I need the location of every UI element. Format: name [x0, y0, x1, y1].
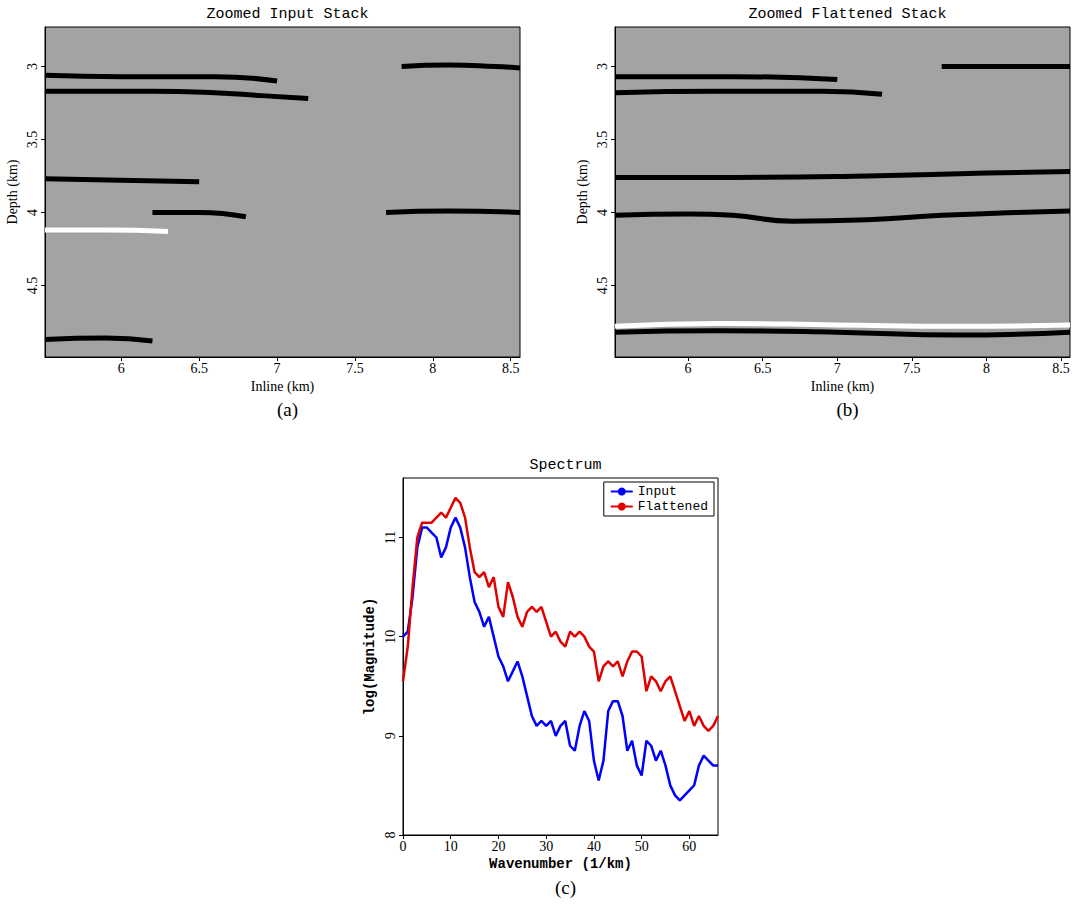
svg-text:Depth (km): Depth (km): [5, 159, 21, 224]
svg-text:4: 4: [595, 209, 610, 216]
svg-text:3: 3: [25, 63, 40, 70]
svg-text:log(Magnitude): log(Magnitude): [362, 598, 378, 716]
svg-text:8: 8: [383, 832, 398, 839]
svg-text:50: 50: [635, 839, 649, 854]
svg-text:Flattened: Flattened: [638, 499, 708, 514]
svg-text:60: 60: [682, 839, 696, 854]
svg-text:Spectrum: Spectrum: [529, 457, 601, 474]
svg-text:30: 30: [539, 839, 553, 854]
svg-text:8: 8: [983, 361, 990, 376]
svg-text:10: 10: [383, 630, 398, 644]
svg-text:7.5: 7.5: [346, 361, 364, 376]
svg-text:7: 7: [274, 361, 281, 376]
svg-text:0: 0: [400, 839, 407, 854]
svg-text:10: 10: [444, 839, 458, 854]
svg-text:8: 8: [429, 361, 436, 376]
svg-text:(a): (a): [277, 399, 298, 421]
svg-text:6: 6: [685, 361, 692, 376]
svg-text:3: 3: [595, 63, 610, 70]
svg-text:9: 9: [383, 732, 398, 739]
svg-text:Inline (km): Inline (km): [251, 379, 315, 395]
svg-text:6: 6: [118, 361, 125, 376]
svg-text:11: 11: [383, 531, 398, 544]
svg-text:40: 40: [587, 839, 601, 854]
svg-text:(b): (b): [836, 399, 858, 421]
svg-text:(c): (c): [555, 877, 576, 899]
svg-text:Zoomed Input Stack: Zoomed Input Stack: [206, 6, 368, 23]
svg-text:7: 7: [834, 361, 841, 376]
svg-text:3.5: 3.5: [595, 131, 610, 149]
svg-text:4: 4: [25, 209, 40, 216]
svg-text:Depth (km): Depth (km): [575, 159, 591, 224]
svg-text:8.5: 8.5: [1052, 361, 1070, 376]
svg-text:8.5: 8.5: [502, 361, 520, 376]
svg-text:Inline (km): Inline (km): [811, 379, 875, 395]
svg-text:Zoomed Flattened Stack: Zoomed Flattened Stack: [748, 6, 946, 23]
svg-text:7.5: 7.5: [903, 361, 921, 376]
svg-text:4.5: 4.5: [25, 277, 40, 295]
svg-text:20: 20: [491, 839, 505, 854]
svg-text:6.5: 6.5: [190, 361, 208, 376]
svg-text:6.5: 6.5: [754, 361, 772, 376]
svg-text:3.5: 3.5: [25, 131, 40, 149]
svg-text:4.5: 4.5: [595, 277, 610, 295]
svg-text:Wavenumber (1/km): Wavenumber (1/km): [489, 856, 632, 872]
svg-text:Input: Input: [638, 484, 677, 499]
